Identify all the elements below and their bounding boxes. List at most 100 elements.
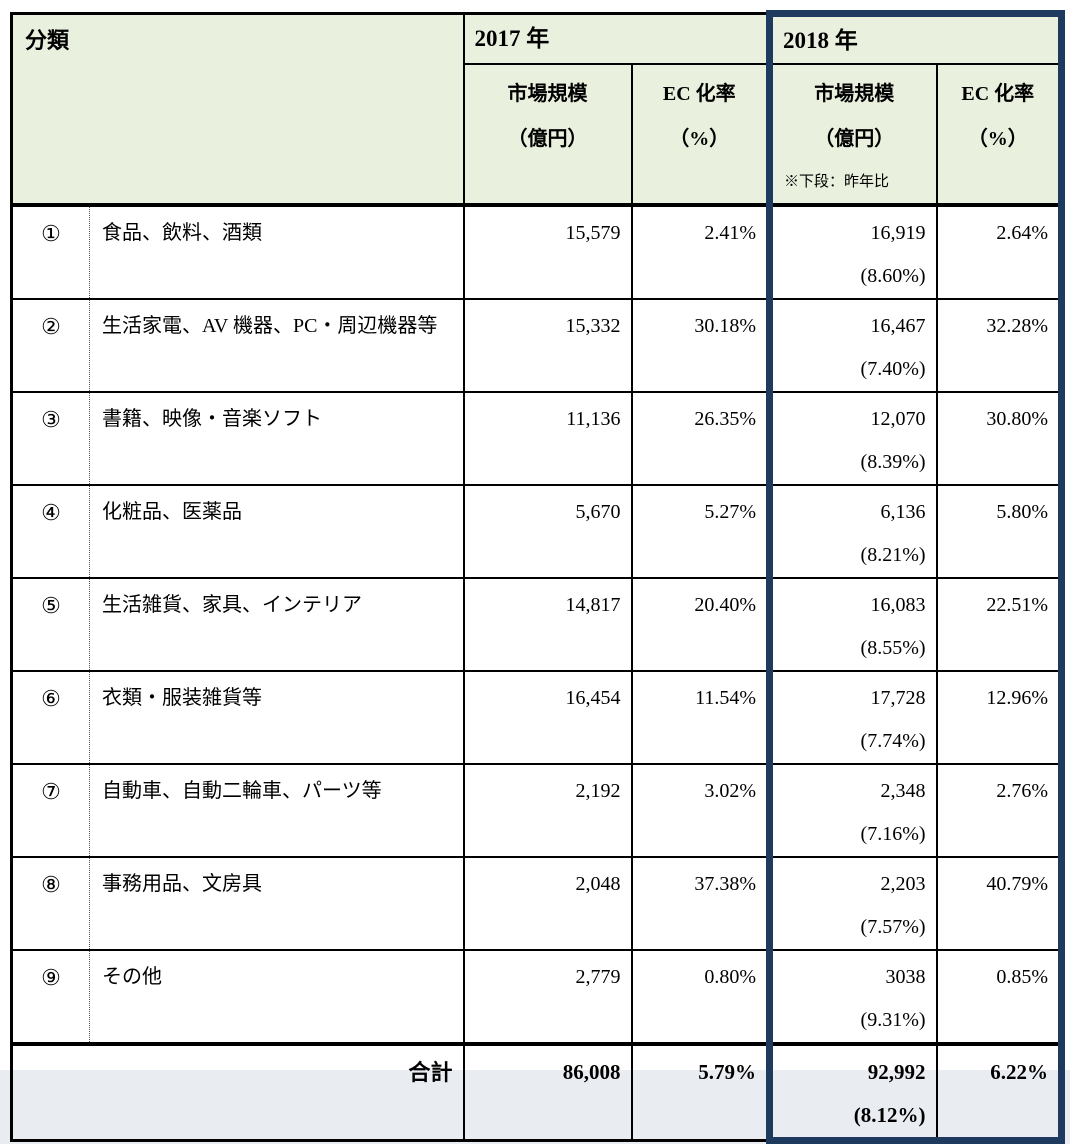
market-size-2018: 12,070 (8.39%) [766, 390, 938, 486]
ec-rate-2017: 30.18% [630, 297, 771, 393]
total-ec-rate-2018: 6.22% [935, 1041, 1066, 1144]
ec-market-table: 分類 2017 年 2018 年 市場規模 （億円） EC 化率 （%） 市場規… [10, 10, 1066, 1144]
total-market-size-2018: 92,992 (8.12%) [766, 1041, 938, 1144]
ec-rate-2017: 20.40% [630, 576, 771, 672]
row-category: 書籍、映像・音楽ソフト [88, 390, 465, 486]
market-size-label: 市場規模 [507, 82, 588, 105]
ec-rate-2018: 2.64% [935, 203, 1066, 300]
market-size-value: 12,070 [870, 407, 926, 430]
ec-rate-2018: 5.80% [935, 483, 1066, 579]
market-size-value: 6,136 [880, 500, 926, 523]
market-size-2018: 16,919 (8.60%) [766, 203, 938, 300]
market-size-2018: 16,083 (8.55%) [766, 576, 938, 672]
market-size-value: 2,203 [880, 872, 926, 895]
row-number: ⑨ [10, 948, 90, 1045]
ec-rate-2017: 0.80% [630, 948, 771, 1045]
market-size-2018: 3038 (9.31%) [766, 948, 938, 1045]
ec-rate-2017: 2.41% [630, 203, 771, 300]
ec-rate-2018-header: EC 化率 （%） [935, 62, 1066, 207]
row-category: 自動車、自動二輪車、パーツ等 [88, 762, 465, 858]
row-category: 生活雑貨、家具、インテリア [88, 576, 465, 672]
category-header: 分類 [10, 12, 465, 207]
row-category: 衣類・服装雑貨等 [88, 669, 465, 765]
market-size-2017: 15,579 [462, 203, 633, 300]
yoy-value: (8.39%) [860, 450, 926, 473]
row-number: ② [10, 297, 90, 393]
ec-rate-2017: 26.35% [630, 390, 771, 486]
row-number: ⑥ [10, 669, 90, 765]
table-row: ⑨ その他 2,779 0.80% 3038 (9.31%) 0.85% [10, 948, 1066, 1045]
ec-rate-2018: 2.76% [935, 762, 1066, 858]
market-size-2017: 14,817 [462, 576, 633, 672]
table-row: ① 食品、飲料、酒類 15,579 2.41% 16,919 (8.60%) 2… [10, 203, 1066, 300]
yoy-value: (7.16%) [860, 822, 926, 845]
table-row: ⑥ 衣類・服装雑貨等 16,454 11.54% 17,728 (7.74%) … [10, 669, 1066, 765]
row-category: 事務用品、文房具 [88, 855, 465, 951]
row-category: 生活家電、AV 機器、PC・周辺機器等 [88, 297, 465, 393]
ec-rate-2018: 0.85% [935, 948, 1066, 1045]
market-size-2018: 17,728 (7.74%) [766, 669, 938, 765]
ec-rate-2017: 37.38% [630, 855, 771, 951]
market-size-2017: 5,670 [462, 483, 633, 579]
market-size-value: 16,467 [870, 314, 926, 337]
ec-rate-2017: 3.02% [630, 762, 771, 858]
total-yoy-value: (8.12%) [853, 1102, 926, 1127]
ec-rate-2018: 40.79% [935, 855, 1066, 951]
market-size-value: 17,728 [870, 686, 926, 709]
total-ec-rate-2017: 5.79% [630, 1041, 771, 1141]
market-size-2018-header: 市場規模 （億円） ※下段：昨年比 [766, 62, 938, 207]
table-row: ⑧ 事務用品、文房具 2,048 37.38% 2,203 (7.57%) 40… [10, 855, 1066, 951]
yoy-value: (7.74%) [860, 729, 926, 752]
ec-market-table-wrap: 分類 2017 年 2018 年 市場規模 （億円） EC 化率 （%） 市場規… [10, 10, 1066, 1144]
market-size-2017: 16,454 [462, 669, 633, 765]
total-row: 合計 86,008 5.79% 92,992 (8.12%) 6.22% [10, 1041, 1066, 1144]
market-size-2018: 16,467 (7.40%) [766, 297, 938, 393]
ec-rate-2017-header: EC 化率 （%） [630, 62, 771, 207]
year-2017-header: 2017 年 [462, 12, 771, 65]
table-row: ② 生活家電、AV 機器、PC・周辺機器等 15,332 30.18% 16,4… [10, 297, 1066, 393]
table-row: ⑦ 自動車、自動二輪車、パーツ等 2,192 3.02% 2,348 (7.16… [10, 762, 1066, 858]
row-number: ① [10, 203, 90, 300]
total-market-size-value: 92,992 [867, 1059, 926, 1084]
market-size-2017: 2,192 [462, 762, 633, 858]
market-size-unit: （億円） [507, 127, 588, 150]
market-size-value: 16,919 [870, 221, 926, 244]
yoy-value: (9.31%) [860, 1008, 926, 1031]
ec-rate-2017: 5.27% [630, 483, 771, 579]
market-size-2017-header: 市場規模 （億円） [462, 62, 633, 207]
ec-rate-unit: （%） [669, 127, 730, 150]
market-size-unit: （億円） [814, 127, 895, 150]
row-number: ⑧ [10, 855, 90, 951]
row-number: ⑦ [10, 762, 90, 858]
row-category: 食品、飲料、酒類 [88, 203, 465, 300]
market-size-2017: 2,779 [462, 948, 633, 1045]
header-year-row: 分類 2017 年 2018 年 [10, 10, 1066, 207]
total-label: 合計 [10, 1041, 465, 1141]
ec-rate-unit: （%） [967, 127, 1028, 150]
row-number: ④ [10, 483, 90, 579]
market-size-2017: 11,136 [462, 390, 633, 486]
table-row: ④ 化粧品、医薬品 5,670 5.27% 6,136 (8.21%) 5.80… [10, 483, 1066, 579]
market-size-value: 3038 [885, 965, 926, 988]
ec-rate-2018: 22.51% [935, 576, 1066, 672]
yoy-value: (7.57%) [860, 915, 926, 938]
yoy-value: (8.60%) [860, 264, 926, 287]
table-row: ⑤ 生活雑貨、家具、インテリア 14,817 20.40% 16,083 (8.… [10, 576, 1066, 672]
market-size-2018: 2,348 (7.16%) [766, 762, 938, 858]
market-size-value: 16,083 [870, 593, 926, 616]
yoy-value: (7.40%) [860, 357, 926, 380]
row-category: その他 [88, 948, 465, 1045]
market-size-value: 2,348 [880, 779, 926, 802]
market-size-2017: 2,048 [462, 855, 633, 951]
ec-rate-2018: 30.80% [935, 390, 1066, 486]
year-2018-header: 2018 年 [766, 10, 1066, 65]
ec-rate-2017: 11.54% [630, 669, 771, 765]
header-sub-row: 市場規模 （億円） EC 化率 （%） 市場規模 （億円） ※下段：昨年比 EC… [12, 62, 1066, 207]
ec-rate-label: EC 化率 [961, 82, 1035, 105]
market-size-2017: 15,332 [462, 297, 633, 393]
yoy-value: (8.55%) [860, 636, 926, 659]
table-row: ③ 書籍、映像・音楽ソフト 11,136 26.35% 12,070 (8.39… [10, 390, 1066, 486]
row-number: ③ [10, 390, 90, 486]
total-market-size-2017: 86,008 [462, 1041, 633, 1141]
